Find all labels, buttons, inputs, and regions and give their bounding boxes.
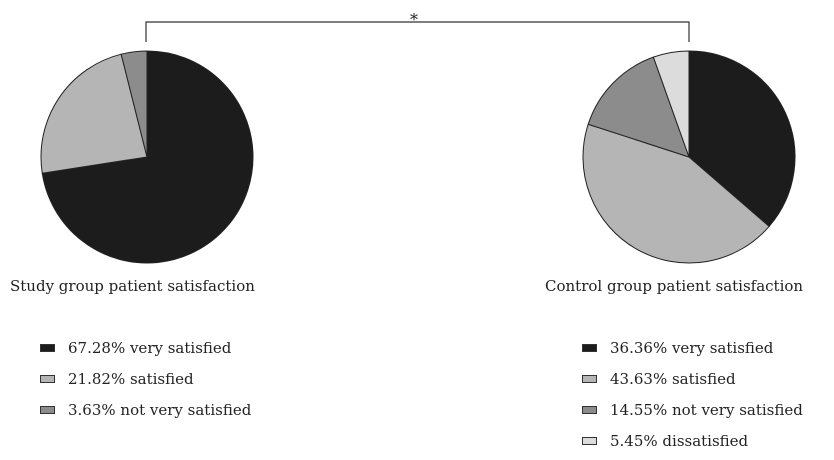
pie-slice <box>40 53 148 174</box>
legend-item: 21.82% satisfied <box>40 363 251 394</box>
legend-swatch <box>582 343 597 352</box>
legend-swatch <box>40 343 55 352</box>
pie-slice <box>652 50 690 158</box>
pie-chart-study <box>40 50 254 264</box>
legend-item: 14.55% not very satisfied <box>582 394 803 425</box>
pie-title-control: Control group patient satisfaction <box>545 277 804 295</box>
legend-control: 36.36% very satisfied 43.63% satisfied 14.… <box>582 332 803 456</box>
legend-swatch <box>582 405 597 414</box>
pie-title-study: Study group patient satisfaction <box>10 277 255 295</box>
legend-item: 5.45% dissatisfied <box>582 425 803 456</box>
legend-item: 3.63% not very satisfied <box>40 394 251 425</box>
significance-bracket <box>145 21 690 42</box>
pie-slice <box>120 50 148 158</box>
legend-item: 36.36% very satisfied <box>582 332 803 363</box>
pie-slice <box>41 50 254 264</box>
legend-label: 3.63% not very satisfied <box>68 400 252 419</box>
legend-swatch <box>40 405 55 414</box>
significance-asterisk: * <box>410 10 418 29</box>
pie-slice <box>688 50 796 228</box>
legend-swatch <box>582 374 597 383</box>
legend-label: 43.63% satisfied <box>610 369 736 388</box>
legend-study: 67.28% very satisfied 21.82% satisfied 3.6… <box>40 332 251 425</box>
legend-label: 21.82% satisfied <box>68 369 194 388</box>
pie-slice <box>582 123 770 264</box>
legend-swatch <box>582 436 597 445</box>
legend-item: 43.63% satisfied <box>582 363 803 394</box>
pie-slice <box>587 56 690 158</box>
legend-label: 36.36% very satisfied <box>610 338 774 357</box>
legend-swatch <box>40 374 55 383</box>
legend-label: 14.55% not very satisfied <box>610 400 803 419</box>
legend-item: 67.28% very satisfied <box>40 332 251 363</box>
legend-label: 5.45% dissatisfied <box>610 431 749 450</box>
bracket-line <box>145 21 690 42</box>
pie-chart-control <box>582 50 796 264</box>
legend-label: 67.28% very satisfied <box>68 338 232 357</box>
